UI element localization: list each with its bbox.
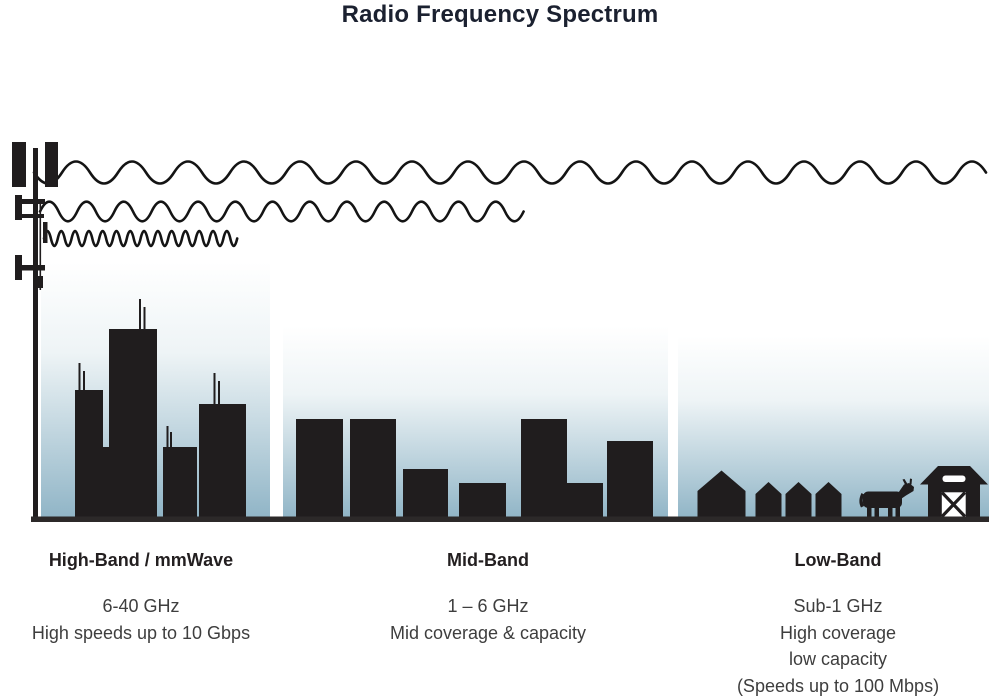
rural-farm-icon (697, 466, 988, 520)
band-frequency: 1 – 6 GHz (447, 596, 529, 616)
ground-line (31, 516, 989, 522)
band-name: Low-Band (794, 550, 882, 570)
city-skyline-icon (75, 299, 246, 520)
band-name: High-Band / mmWave (48, 550, 234, 570)
town-skyline-icon (296, 419, 653, 520)
band-desc-line: Mid coverage & capacity (389, 622, 587, 643)
barn-hayloft-slot (942, 475, 966, 482)
band-description: 1 – 6 GHz Mid coverage & capacity (362, 593, 614, 646)
page-title: Radio Frequency Spectrum (341, 1, 659, 28)
spectrum-diagram (12, 142, 989, 522)
barn-door-cross-brace (940, 491, 967, 518)
band-label-mid-band: Mid-Band 1 – 6 GHz Mid coverage & capaci… (362, 549, 614, 646)
band-label-high-band: High-Band / mmWave 6-40 GHz High speeds … (15, 549, 267, 646)
band-description: 6-40 GHz High speeds up to 10 Gbps (15, 593, 267, 646)
band-frequency: 6-40 GHz (102, 596, 180, 616)
barn-icon (920, 466, 988, 520)
medium-wavelength-wave-icon (38, 200, 525, 223)
band-desc-line: (Speeds up to 100 Mbps) (736, 675, 940, 696)
band-desc-line: High coverage (779, 622, 897, 643)
house-icon (697, 470, 746, 520)
band-label-low-band: Low-Band Sub-1 GHz High coverage low cap… (712, 549, 964, 699)
house-icon (755, 482, 782, 520)
band-desc-line: low capacity (788, 649, 888, 669)
cow-icon (859, 478, 914, 518)
house-icon (815, 482, 842, 520)
band-name: Mid-Band (447, 550, 529, 570)
short-wavelength-wave-icon (42, 229, 239, 248)
band-frequency: Sub-1 GHz (793, 596, 883, 616)
long-wavelength-wave-icon (32, 160, 988, 185)
band-desc-line: High speeds up to 10 Gbps (31, 622, 251, 643)
band-description: Sub-1 GHz High coverage low capacity (Sp… (712, 593, 964, 699)
radio-waves (32, 160, 988, 248)
house-icon (785, 482, 812, 520)
cell-tower-icon (12, 142, 58, 519)
rooftop-antenna-icon (78, 299, 220, 448)
